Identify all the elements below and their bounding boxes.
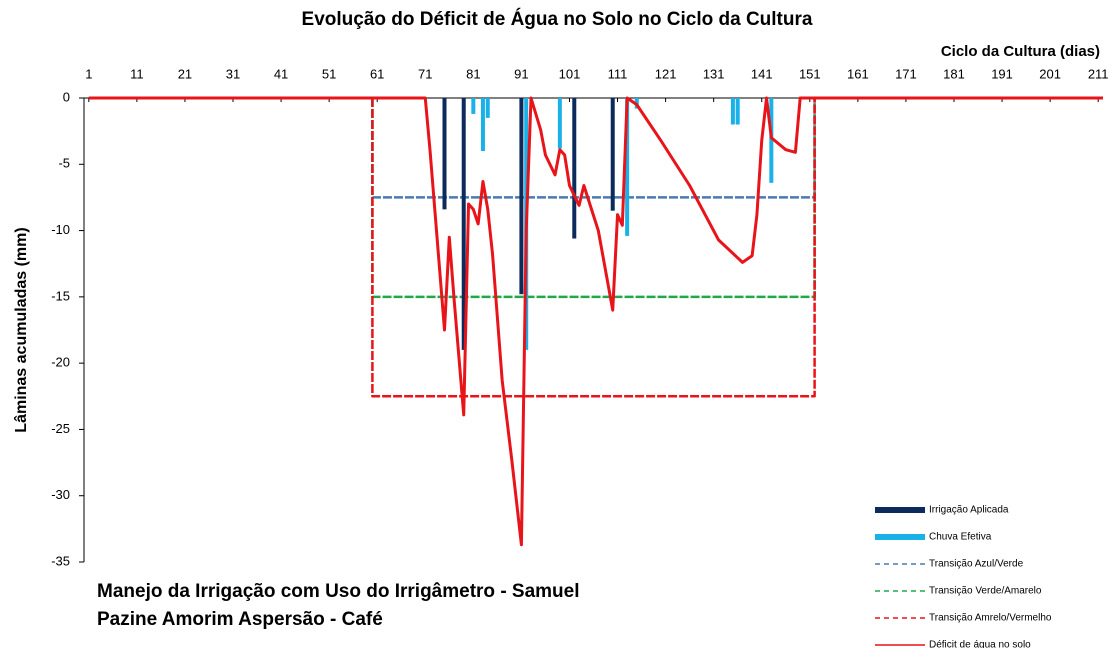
- y-tick-label: 0: [63, 89, 70, 104]
- x-tick-label: 21: [178, 66, 192, 81]
- legend-label: Transição Verde/Amarelo: [929, 586, 1042, 597]
- line: [371, 98, 816, 199]
- x-tick-label: 31: [226, 66, 240, 81]
- bar: [519, 98, 524, 295]
- bar: [625, 98, 630, 236]
- x-tick-label: 51: [322, 66, 336, 81]
- x-tick-label: 171: [895, 66, 917, 81]
- legend-swatch: [875, 507, 925, 513]
- x-tick-label: 101: [559, 66, 581, 81]
- x-tick-label: 141: [751, 66, 773, 81]
- legend-label: Transição Amrelo/Vermelho: [929, 613, 1052, 624]
- x-axis-label: Ciclo da Cultura (dias): [941, 43, 1100, 60]
- line: [371, 98, 816, 398]
- x-tick-label: 191: [991, 66, 1013, 81]
- bar: [572, 98, 577, 239]
- y-tick-label: -5: [58, 156, 70, 171]
- y-tick-label: -20: [51, 355, 70, 370]
- y-tick-label: -10: [51, 222, 70, 237]
- y-tick-label: -15: [51, 288, 70, 303]
- x-tick-label: 131: [703, 66, 725, 81]
- legend-label: Chuva Efetiva: [929, 532, 992, 543]
- x-tick-label: 61: [370, 66, 384, 81]
- y-tick-label: -35: [51, 553, 70, 568]
- x-tick-label: 151: [799, 66, 821, 81]
- annotation: Manejo da Irrigação com Uso do Irrigâmet…: [97, 581, 580, 602]
- bar: [480, 98, 485, 152]
- annotation: Pazine Amorim Aspersão - Café: [97, 609, 383, 630]
- y-tick-label: -25: [51, 421, 70, 436]
- x-tick-label: 181: [943, 66, 965, 81]
- bar: [461, 98, 466, 350]
- legend-swatch: [875, 534, 925, 540]
- y-tick-label: -30: [51, 487, 70, 502]
- bar: [610, 98, 615, 211]
- bar: [557, 98, 562, 149]
- bar: [769, 98, 774, 183]
- bar: [735, 98, 740, 125]
- line: [88, 96, 1103, 547]
- x-tick-label: 41: [274, 66, 288, 81]
- x-tick-label: 11: [130, 66, 144, 81]
- legend-label: Irrigação Aplicada: [929, 505, 1009, 516]
- legend-label: Déficit de água no solo: [929, 640, 1031, 648]
- x-tick-label: 121: [655, 66, 677, 81]
- bar: [485, 98, 490, 118]
- x-tick-label: 201: [1039, 66, 1061, 81]
- x-tick-label: 161: [847, 66, 869, 81]
- bar: [730, 98, 735, 125]
- x-tick-label: 81: [466, 66, 480, 81]
- x-tick-label: 71: [418, 66, 432, 81]
- bar: [471, 98, 476, 114]
- x-tick-label: 91: [514, 66, 528, 81]
- y-axis-label: Lâminas acumuladas (mm): [13, 227, 30, 432]
- x-tick-label: 111: [608, 66, 628, 81]
- legend-label: Transição Azul/Verde: [929, 559, 1024, 570]
- chart-title: Evolução do Déficit de Água no Solo no C…: [302, 8, 813, 30]
- bar: [442, 98, 447, 210]
- x-tick-label: 1: [85, 66, 92, 81]
- x-tick-label: 211: [1088, 66, 1109, 81]
